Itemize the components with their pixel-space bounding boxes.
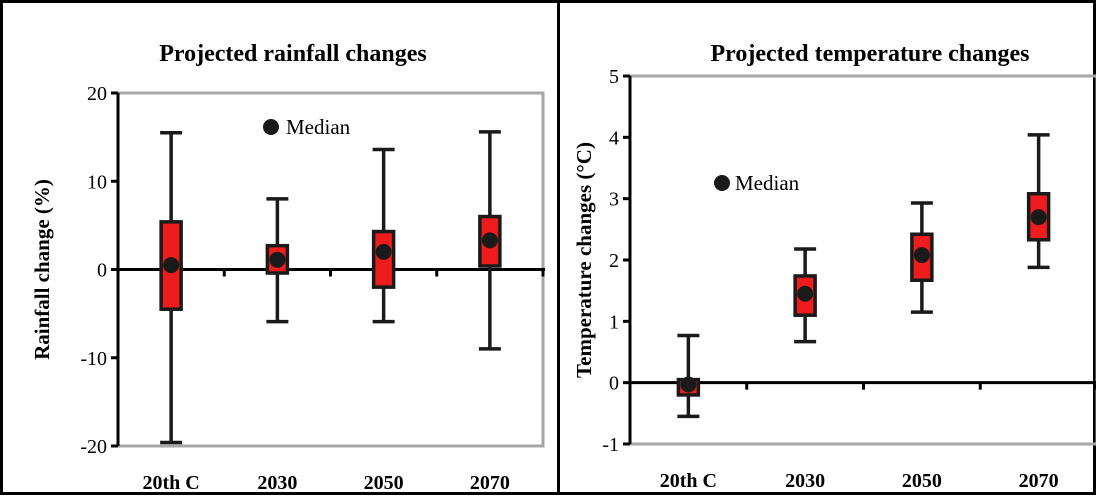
y-tick-label: 2 [609,250,619,272]
y-tick-label: 1 [609,311,619,333]
y-tick-label: 20 [87,83,107,105]
median-point [269,251,286,268]
rainfall-chart: Projected rainfall changes -20 -10 0 10 20 Rai… [30,41,545,494]
y-tick-label: -1 [602,434,619,456]
y-tick-label: 0 [609,373,619,395]
median-point [913,247,930,264]
x-category-label: 2070 [1019,470,1059,492]
x-category-label: 2030 [785,470,825,492]
legend-median-marker [714,175,730,191]
y-tick-label: 3 [609,189,619,211]
temperature-chart: Projected temperature changes -1 0 1 2 3 4 5 Tem… [572,41,1096,492]
median-point [797,285,814,302]
x-category-label: 20th C [660,470,717,492]
x-category-label: 2050 [902,470,942,492]
rainfall-chart-panel: Projected rainfall changes -20 -10 0 10 20 Rai… [0,0,560,495]
x-category-label: 20th C [143,472,200,494]
y-tick-label: 10 [87,171,107,193]
median-point [1030,209,1047,226]
median-point [481,232,498,249]
y-axis-label: Temperature changes (°C) [572,142,596,378]
y-tick-label: 4 [609,127,619,149]
chart-title: Projected rainfall changes [159,41,427,67]
y-tick-label: 0 [97,260,107,282]
legend-median-label: Median [286,115,351,139]
legend-median-label: Median [735,171,800,195]
x-category-label: 2030 [257,472,297,494]
chart-title: Projected temperature changes [710,41,1029,67]
legend-median-marker [263,119,279,135]
x-category-label: 2070 [470,472,510,494]
median-point [163,257,180,274]
y-tick-label: 5 [609,66,619,88]
median-point [680,376,697,393]
x-category-label: 2050 [364,472,404,494]
y-axis-label: Rainfall change (%) [30,179,54,360]
y-tick-label: -20 [80,436,107,458]
median-point [375,243,392,260]
temperature-chart-panel: Projected temperature changes -1 0 1 2 3 4 5 Tem… [557,0,1096,495]
y-tick-label: -10 [80,348,107,370]
